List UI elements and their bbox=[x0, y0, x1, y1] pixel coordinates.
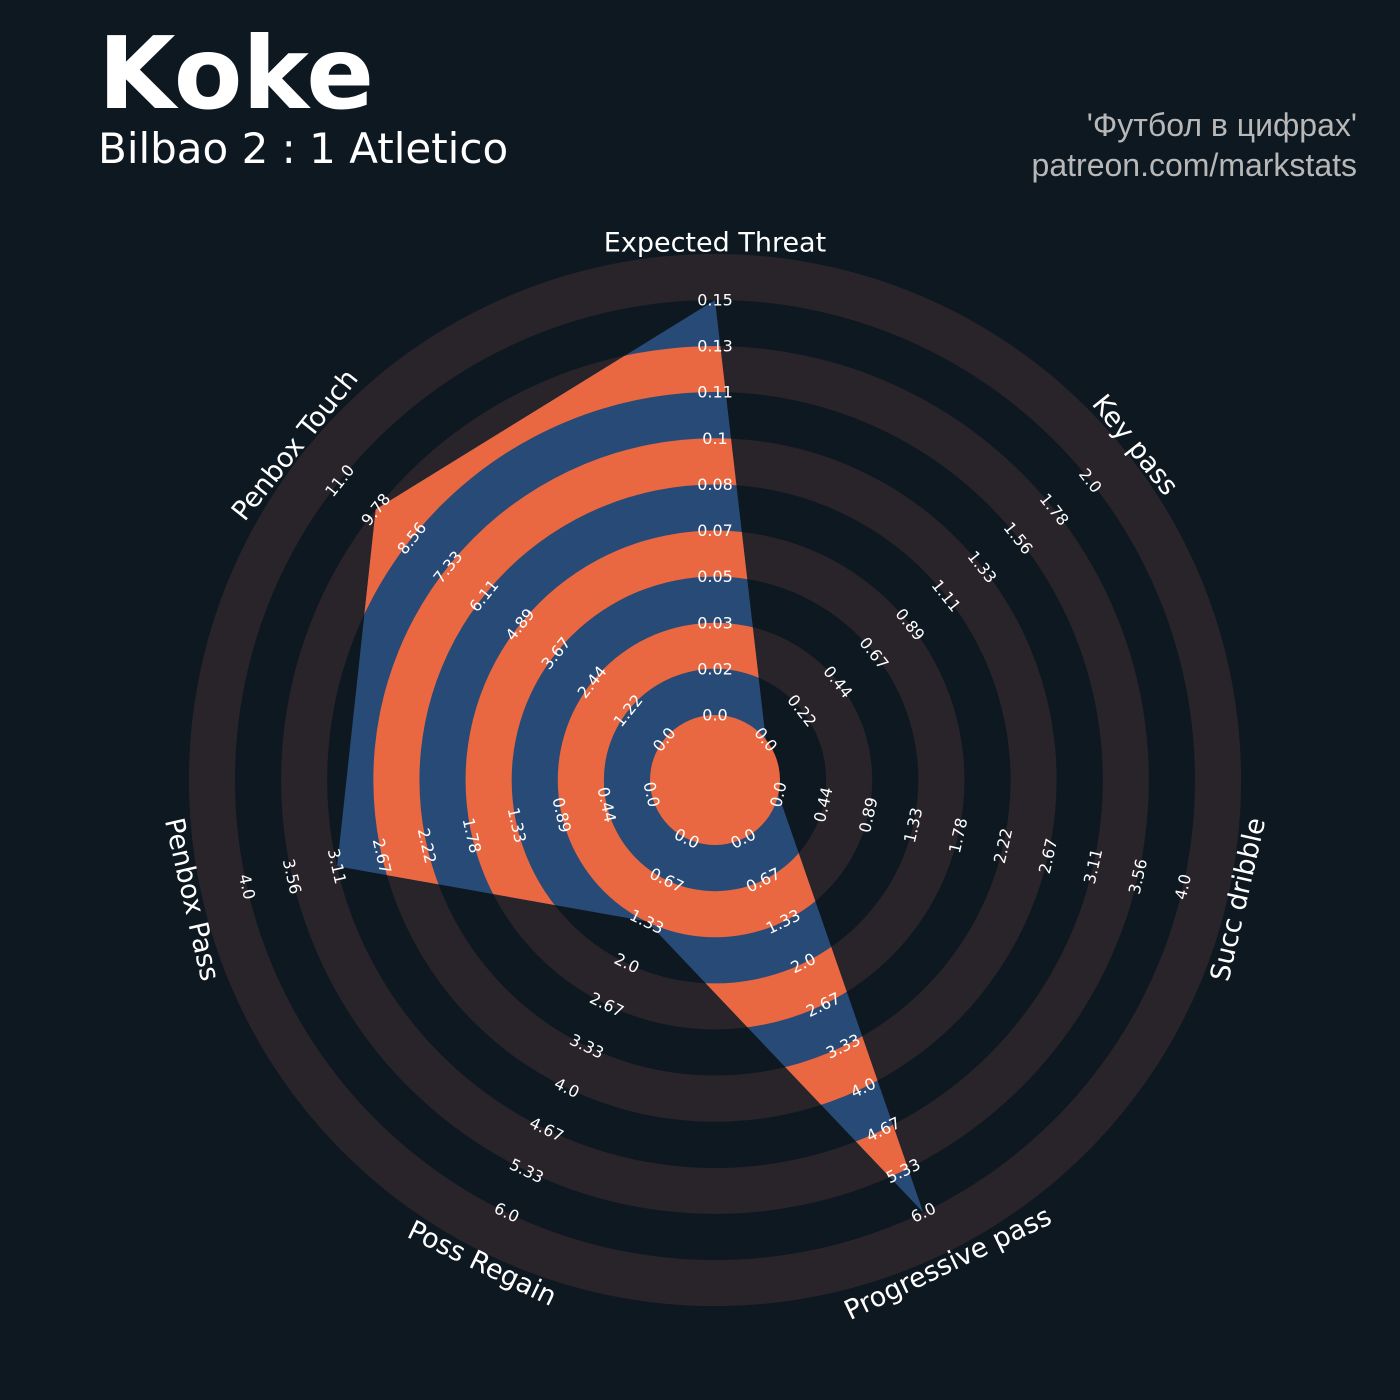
tick-label-1-1: 0.0 bbox=[702, 706, 727, 725]
credit-line-channel: 'Футбол в цифрах' bbox=[1086, 107, 1357, 143]
tick-label-1-9: 0.13 bbox=[697, 337, 733, 356]
credit-line-patreon: patreon.com/markstats bbox=[1031, 146, 1357, 183]
tick-label-1-6: 0.08 bbox=[697, 475, 733, 494]
tick-label-1-10: 0.15 bbox=[697, 291, 733, 310]
tick-label-1-4: 0.05 bbox=[697, 567, 733, 586]
tick-label-1-5: 0.07 bbox=[697, 521, 733, 540]
player-name-title: Koke bbox=[98, 15, 375, 132]
tick-label-1-8: 0.11 bbox=[697, 383, 733, 402]
axis-label-1: Expected Threat bbox=[604, 228, 826, 259]
credit-block: 'Футбол в цифрах' patreon.com/markstats bbox=[1032, 106, 1357, 185]
tick-label-1-2: 0.02 bbox=[697, 659, 733, 678]
tick-label-1-7: 0.1 bbox=[702, 429, 727, 448]
match-subtitle: Bilbao 2 : 1 Atletico bbox=[98, 124, 509, 173]
center-disk bbox=[650, 715, 780, 845]
tick-label-1-3: 0.03 bbox=[697, 613, 733, 632]
